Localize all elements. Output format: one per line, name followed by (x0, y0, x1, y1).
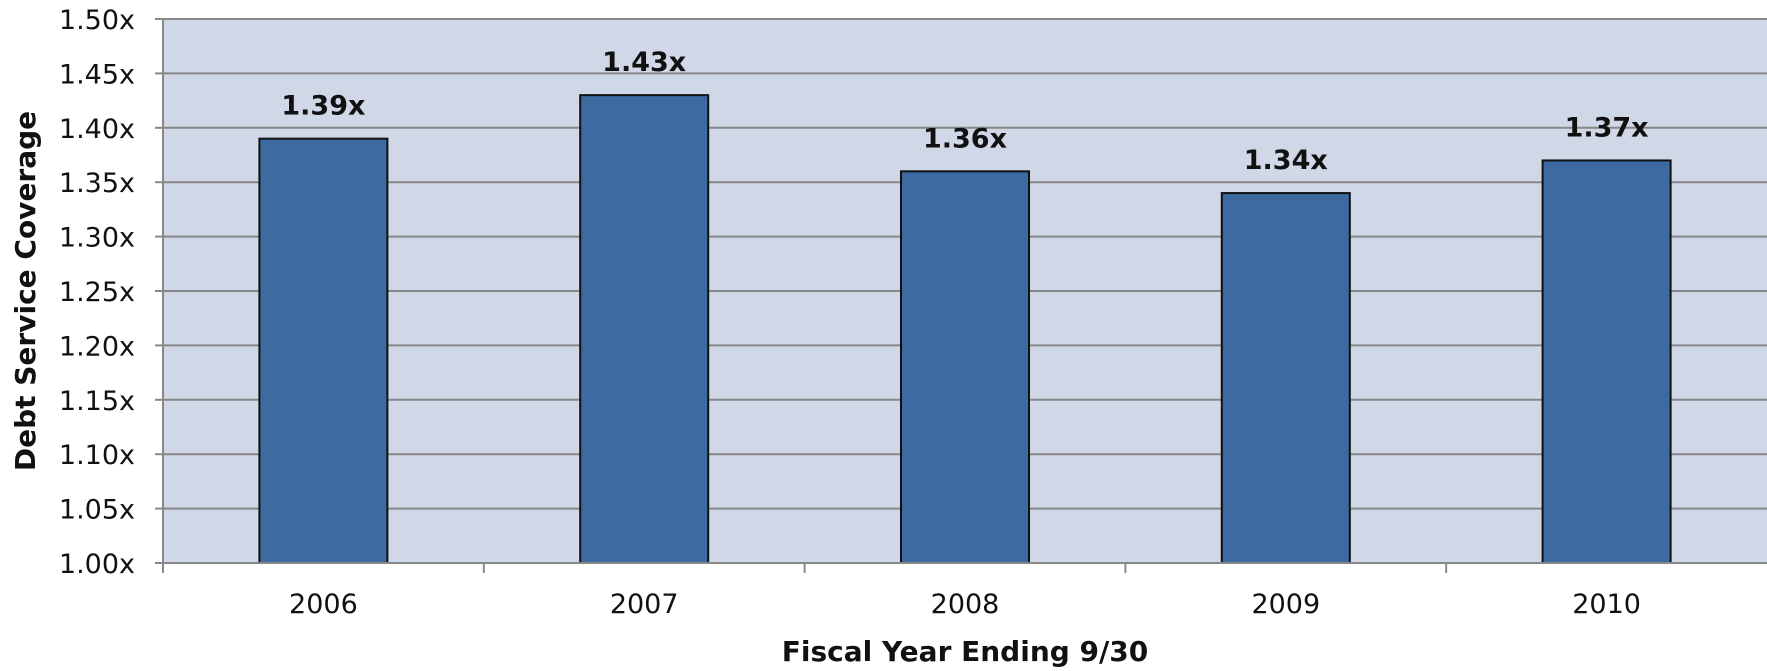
x-tick-label: 2010 (1572, 589, 1641, 620)
y-axis-tick-labels: 1.00x 1.05x 1.10x 1.15x 1.20x 1.25x 1.30x 1.35x… (59, 5, 163, 580)
bar-2009 (1220, 192, 1351, 565)
bar-2010 (1541, 159, 1672, 564)
data-labels: 1.39x 1.43x 1.36x 1.34x 1.37x (281, 47, 1648, 176)
x-tick-label: 2007 (610, 589, 679, 620)
x-tick-label: 2009 (1251, 589, 1320, 620)
bars (258, 94, 1672, 565)
bar-2006 (258, 137, 389, 564)
y-tick-label: 1.45x (59, 59, 135, 90)
data-label: 1.34x (1244, 145, 1328, 176)
y-tick-label: 1.00x (59, 549, 135, 580)
bar-2007 (579, 94, 710, 564)
x-axis-title: Fiscal Year Ending 9/30 (782, 635, 1148, 667)
y-tick-label: 1.25x (59, 277, 135, 308)
y-tick-label: 1.35x (59, 168, 135, 199)
data-label: 1.36x (923, 123, 1007, 154)
data-label: 1.39x (281, 91, 365, 122)
y-tick-label: 1.30x (59, 223, 135, 254)
data-label: 1.37x (1565, 112, 1649, 143)
x-tick-label: 2008 (931, 589, 1000, 620)
y-axis-title: Debt Service Coverage (9, 111, 42, 471)
x-tick-label: 2006 (289, 589, 358, 620)
y-tick-label: 1.15x (59, 386, 135, 417)
y-tick-label: 1.05x (59, 495, 135, 526)
y-tick-label: 1.20x (59, 331, 135, 362)
y-tick-label: 1.40x (59, 114, 135, 145)
data-label: 1.43x (602, 47, 686, 78)
x-axis-tick-labels: 2006 2007 2008 2009 2010 (162, 563, 1641, 620)
y-tick-label: 1.50x (59, 5, 135, 36)
y-tick-label: 1.10x (59, 440, 135, 471)
bar-2008 (900, 170, 1030, 564)
